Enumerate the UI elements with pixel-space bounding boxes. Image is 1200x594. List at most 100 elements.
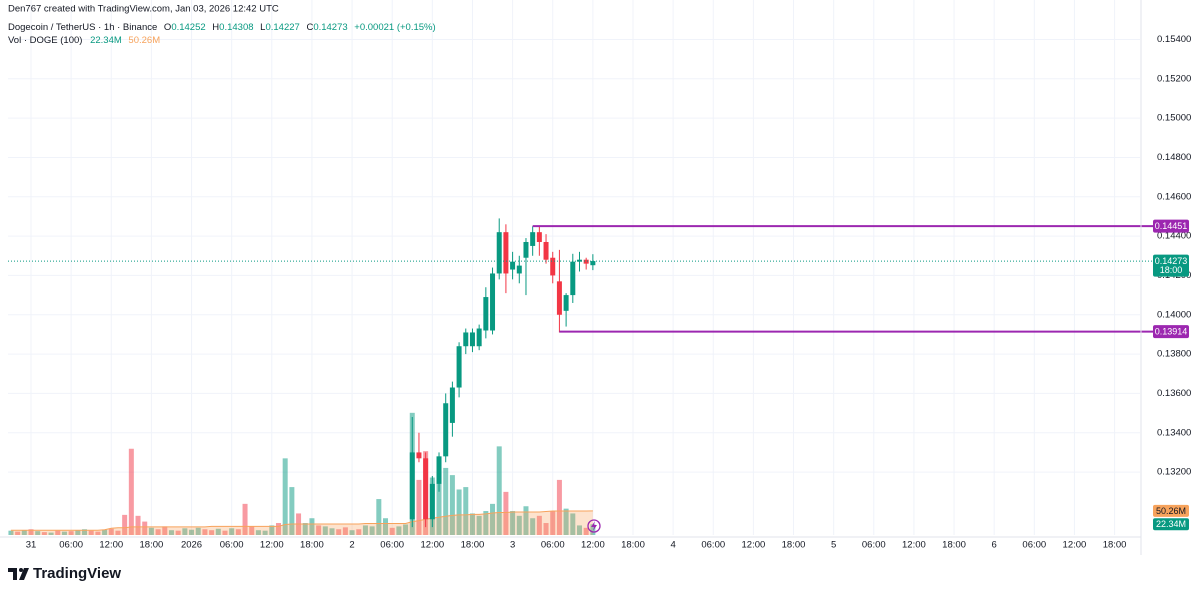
volume-bar	[349, 530, 355, 535]
volume-bar	[436, 472, 442, 535]
y-tick-label: 0.15400	[1157, 34, 1191, 45]
y-tick-label: 0.15200	[1157, 73, 1191, 84]
logo-dot	[19, 568, 23, 572]
countdown: 18:00	[1160, 265, 1183, 275]
x-tick-label: 12:00	[581, 540, 605, 551]
volume-ma-label: 50.26M	[1156, 506, 1186, 516]
volume-bar	[383, 518, 389, 535]
x-tick-label: 12:00	[99, 540, 123, 551]
x-tick-label: 31	[26, 540, 37, 551]
volume-bar	[530, 518, 536, 535]
volume-bar	[376, 499, 382, 535]
y-tick-label: 0.13600	[1157, 388, 1191, 399]
alert-bolt	[591, 521, 597, 531]
x-tick-label: 06:00	[701, 540, 725, 551]
x-tick-label: 18:00	[621, 540, 645, 551]
ohlc-letter: O	[164, 22, 171, 33]
volume-bar	[235, 529, 241, 535]
volume-bar	[342, 527, 348, 535]
volume-bar	[202, 529, 208, 535]
volume-bar	[443, 467, 449, 535]
volume-bar	[108, 528, 114, 535]
volume-bar	[583, 527, 589, 535]
candle-body	[469, 332, 475, 347]
volume-bar	[242, 503, 248, 535]
candle-body	[490, 273, 496, 331]
volume-bar	[115, 530, 121, 535]
x-tick-label: 06:00	[380, 540, 404, 551]
x-tick-label: 12:00	[260, 540, 284, 551]
y-tick-label: 0.14600	[1157, 191, 1191, 202]
volume-ma-area	[10, 510, 593, 535]
x-tick-label: 4	[670, 540, 675, 551]
candle-body	[416, 452, 422, 459]
volume-bar	[389, 527, 395, 535]
volume-bar	[148, 527, 154, 535]
volume-bar	[336, 529, 342, 535]
alert-icon	[587, 519, 601, 533]
x-tick-label: 2026	[181, 540, 202, 551]
candle-body	[550, 257, 556, 276]
level-label: 0.13914	[1155, 327, 1188, 337]
volume-bar	[88, 530, 94, 535]
candle-body	[570, 261, 576, 296]
volume-bar	[209, 530, 215, 535]
candle-body	[449, 387, 455, 423]
volume-bar	[48, 532, 54, 535]
ohlc-value: 0.14273	[313, 22, 347, 33]
volume-bar	[550, 511, 556, 535]
candle-body	[536, 232, 542, 243]
x-tick-label: 06:00	[1022, 540, 1046, 551]
candle-body	[443, 403, 449, 457]
volume-bar	[15, 531, 21, 535]
candle-body	[456, 346, 462, 388]
volume-bar	[68, 531, 74, 535]
volume-bar	[262, 530, 268, 535]
volume-bar	[496, 446, 502, 535]
candle-body	[563, 295, 569, 311]
candle-body	[463, 332, 469, 347]
candles	[409, 218, 596, 528]
volume-bar	[182, 528, 188, 535]
volume-bar	[329, 528, 335, 535]
volume-value: 22.34M	[90, 35, 122, 46]
volume-bar	[269, 525, 275, 535]
volume-bar	[142, 521, 148, 535]
x-tick-label: 06:00	[862, 540, 886, 551]
volume-bar	[403, 524, 409, 535]
volume-bar	[28, 529, 34, 535]
volume-bar	[75, 530, 81, 535]
candle-body	[516, 265, 522, 274]
volume-bar	[21, 530, 27, 535]
volume-bar	[316, 525, 322, 535]
volume-bar	[155, 529, 161, 535]
candle-body	[483, 297, 489, 331]
candle-body	[436, 456, 442, 484]
volume-bar	[249, 526, 255, 535]
symbol-legend: Dogecoin / TetherUS · 1h · Binance O0.14…	[8, 22, 436, 33]
volume-bar	[476, 515, 482, 535]
volume-study: Vol · DOGE (100)	[8, 35, 82, 46]
ohlc-letter: H	[212, 22, 219, 33]
volume-bar	[282, 458, 288, 535]
volume-bar	[162, 526, 168, 535]
axes: 0.13200 0.13400 0.13600 0.13800 0.14000 0.142…	[26, 34, 1192, 551]
volume-bar	[128, 448, 134, 535]
x-tick-label: 12:00	[742, 540, 766, 551]
alert-circle	[587, 519, 601, 533]
volume-bar	[189, 529, 195, 535]
candle-body	[590, 261, 596, 266]
level-label: 0.14451	[1155, 221, 1188, 231]
volume-ma-line	[10, 510, 593, 531]
volume-bar	[122, 514, 128, 535]
y-tick-label: 0.13200	[1157, 467, 1191, 478]
volume-bar	[8, 530, 14, 535]
y-tick-label: 0.14400	[1157, 231, 1191, 242]
x-tick-label: 06:00	[59, 540, 83, 551]
ohlc-value: 0.14227	[265, 22, 299, 33]
candle-body	[576, 259, 582, 262]
y-tick-label: 0.14800	[1157, 152, 1191, 163]
volume-bar	[102, 529, 108, 535]
volume-bar	[275, 523, 281, 535]
x-tick-label: 18:00	[300, 540, 324, 551]
